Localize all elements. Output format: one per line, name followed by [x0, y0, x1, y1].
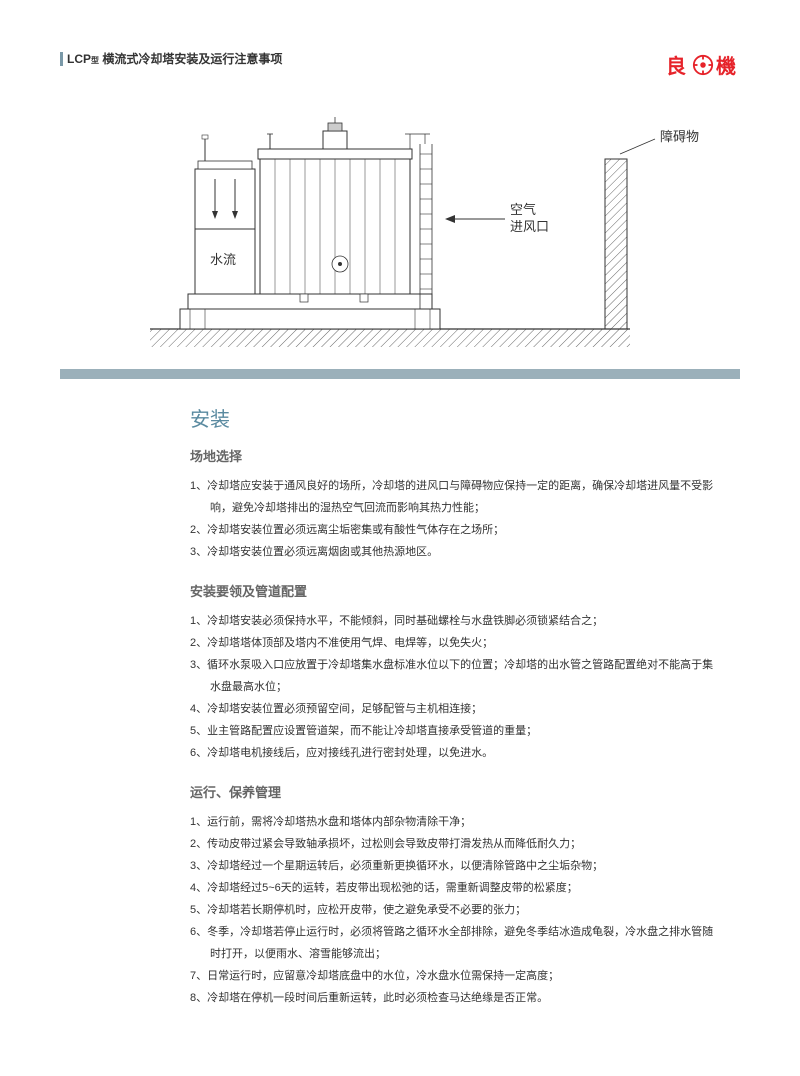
list-item: 4、冷却塔安装位置必须预留空间，足够配管与主机相连接；: [190, 698, 720, 720]
list-item: 5、冷却塔若长期停机时，应松开皮带，使之避免承受不必要的张力；: [190, 899, 720, 921]
list-item: 2、传动皮带过紧会导致轴承损坏，过松则会导致皮带打滑发热从而降低耐久力；: [190, 833, 720, 855]
section-list-2: 1、运行前，需将冷却塔热水盘和塔体内部杂物清除干净； 2、传动皮带过紧会导致轴承…: [190, 811, 720, 1009]
list-item: 3、循环水泵吸入口应放置于冷却塔集水盘标准水位以下的位置；冷却塔的出水管之管路配…: [190, 654, 720, 698]
section-title-0: 场地选择: [190, 446, 720, 465]
list-item: 1、运行前，需将冷却塔热水盘和塔体内部杂物清除干净；: [190, 811, 720, 833]
list-item: 4、冷却塔经过5~6天的运转，若皮带出现松弛的话，需重新调整皮带的松紧度；: [190, 877, 720, 899]
list-item: 6、冷却塔电机接线后，应对接线孔进行密封处理，以免进水。: [190, 742, 720, 764]
list-item: 7、日常运行时，应留意冷却塔底盘中的水位，冷水盘水位需保持一定高度；: [190, 965, 720, 987]
content-area: 安装 场地选择 1、冷却塔应安装于通风良好的场所，冷却塔的进风口与障碍物应保持一…: [60, 403, 740, 1009]
logo-char-1: 良: [666, 50, 690, 79]
list-item: 3、冷却塔经过一个星期运转后，必须重新更换循环水，以便清除管路中之尘垢杂物；: [190, 855, 720, 877]
list-item: 8、冷却塔在停机一段时间后重新运转，此时必须检查马达绝缘是否正常。: [190, 987, 720, 1009]
section-list-1: 1、冷却塔安装必须保持水平，不能倾斜，同时基础螺栓与水盘铁脚必须锁紧结合之； 2…: [190, 610, 720, 764]
section-list-0: 1、冷却塔应安装于通风良好的场所，冷却塔的进风口与障碍物应保持一定的距离，确保冷…: [190, 475, 720, 563]
list-item: 2、冷却塔安装位置必须远离尘垢密集或有酸性气体存在之场所；: [190, 519, 720, 541]
gear-icon: [692, 54, 714, 76]
brand-logo: 良 機: [666, 50, 740, 79]
section-title-1: 安装要领及管道配置: [190, 581, 720, 600]
header-left: LCP型 横流式冷却塔安装及运行注意事项: [60, 50, 282, 67]
air-label-1: 空气: [510, 202, 536, 217]
list-item: 1、冷却塔应安装于通风良好的场所，冷却塔的进风口与障碍物应保持一定的距离，确保冷…: [190, 475, 720, 519]
header-model: LCP型 横流式冷却塔安装及运行注意事项: [67, 50, 282, 67]
list-item: 2、冷却塔塔体顶部及塔内不准使用气焊、电焊等，以免失火；: [190, 632, 720, 654]
water-label: 水流: [210, 252, 236, 267]
list-item: 1、冷却塔安装必须保持水平，不能倾斜，同时基础螺栓与水盘铁脚必须锁紧结合之；: [190, 610, 720, 632]
list-item: 3、冷却塔安装位置必须远离烟囱或其他热源地区。: [190, 541, 720, 563]
obstacle-label: 障碍物: [660, 129, 699, 144]
list-item: 5、业主管路配置应设置管道架，而不能让冷却塔直接承受管道的重量；: [190, 720, 720, 742]
logo-char-2: 機: [716, 50, 740, 79]
section-divider: [60, 369, 740, 379]
page-header: LCP型 横流式冷却塔安装及运行注意事项 良 機: [60, 50, 740, 79]
air-label-2: 进风口: [510, 219, 549, 234]
section-title-2: 运行、保养管理: [190, 782, 720, 801]
main-title: 安装: [190, 403, 720, 432]
installation-diagram: 障碍物 空气 进风口 水流: [60, 99, 740, 359]
list-item: 6、冬季，冷却塔若停止运行时，必须将管路之循环水全部排除，避免冬季结冰造成龟裂，…: [190, 921, 720, 965]
header-accent-bar: [60, 52, 63, 66]
